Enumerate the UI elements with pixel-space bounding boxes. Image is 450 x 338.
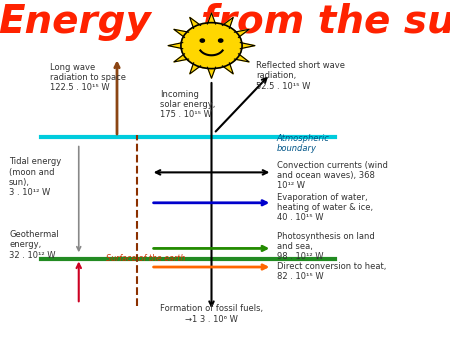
Polygon shape — [207, 67, 216, 78]
Circle shape — [200, 39, 204, 42]
Circle shape — [219, 39, 223, 42]
Circle shape — [181, 23, 242, 69]
Polygon shape — [234, 54, 249, 62]
Text: Convection currents (wind
and ocean waves), 368
10¹² W: Convection currents (wind and ocean wave… — [277, 161, 387, 190]
Polygon shape — [234, 29, 249, 38]
Polygon shape — [222, 63, 233, 74]
Text: Formation of fossil fuels,
→1 3 . 10⁶ W: Formation of fossil fuels, →1 3 . 10⁶ W — [160, 304, 263, 323]
Text: Energy: Energy — [0, 3, 151, 41]
Text: Incoming
solar energy,
175 . 10¹⁵ W: Incoming solar energy, 175 . 10¹⁵ W — [160, 90, 215, 119]
Polygon shape — [190, 17, 201, 28]
Text: Geothermal
energy,
32 . 10¹² W: Geothermal energy, 32 . 10¹² W — [9, 230, 59, 260]
Text: Reflected short wave
radiation,
52.5 . 10¹⁵ W: Reflected short wave radiation, 52.5 . 1… — [256, 61, 346, 91]
Polygon shape — [174, 54, 189, 62]
Text: Long wave
radiation to space
122.5 . 10¹⁵ W: Long wave radiation to space 122.5 . 10¹… — [50, 63, 126, 92]
Text: Direct conversion to heat,
82 . 10¹⁵ W: Direct conversion to heat, 82 . 10¹⁵ W — [277, 262, 386, 281]
Polygon shape — [190, 63, 201, 74]
Polygon shape — [168, 43, 183, 49]
Text: Evaporation of water,
heating of water & ice,
40 . 10¹⁵ W: Evaporation of water, heating of water &… — [277, 193, 373, 222]
Polygon shape — [174, 29, 189, 38]
Text: Tidal energy
(moon and
sun),
3 . 10¹² W: Tidal energy (moon and sun), 3 . 10¹² W — [9, 157, 61, 197]
Text: from the sun: from the sun — [202, 3, 450, 41]
Polygon shape — [207, 13, 216, 24]
Polygon shape — [240, 43, 255, 49]
Text: Photosynthesis on land
and sea,
98 . 10¹² W: Photosynthesis on land and sea, 98 . 10¹… — [277, 232, 374, 261]
Polygon shape — [222, 17, 233, 28]
Text: Surface of the earth: Surface of the earth — [106, 254, 185, 263]
Text: Atmospheric
boundary: Atmospheric boundary — [277, 134, 329, 153]
